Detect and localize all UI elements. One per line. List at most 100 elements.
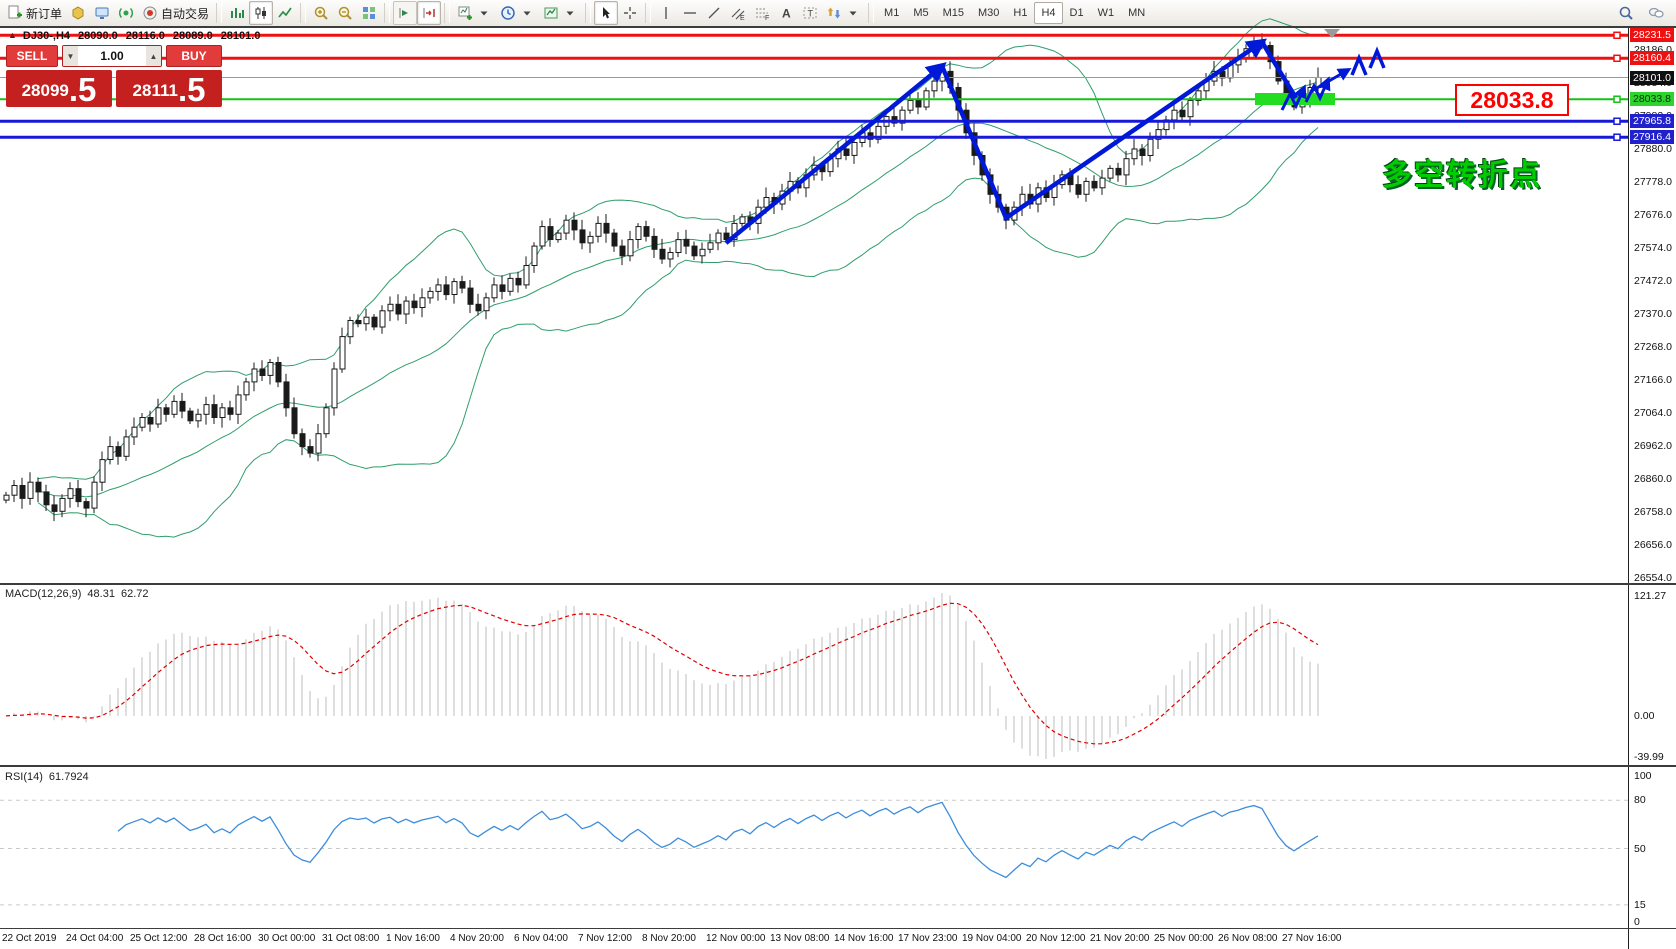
rsi-pane-separator[interactable] [0,765,1676,767]
hline-handle[interactable] [1613,54,1621,63]
text-button[interactable]: A [774,1,798,25]
sell-price[interactable]: 28099.5 [6,70,112,107]
candle [667,252,674,260]
time-tick: 20 Nov 12:00 [1026,933,1086,944]
sell-button[interactable]: SELL [6,45,58,67]
channel-button[interactable]: E [726,1,750,25]
vertical-line-button[interactable] [654,1,678,25]
new-order-button-label: 新订单 [26,6,63,21]
timeframe-m30-button[interactable]: M30 [978,7,1000,19]
hline-handle[interactable] [1613,117,1621,125]
ohlc-high: 28116.0 [125,30,165,42]
candle [171,400,178,415]
timeframe-m1-button[interactable]: M1 [884,7,900,19]
hand-drawn-arrow-2[interactable] [1304,76,1331,103]
candle-chart-button[interactable] [249,1,274,25]
svg-text:T: T [808,9,814,19]
candle [931,80,938,92]
zigzag-leg-up-1[interactable] [724,62,947,245]
new-chart-button[interactable] [453,1,496,25]
line-chart-button[interactable] [273,1,297,25]
indicators-button[interactable] [539,1,582,25]
hline-handle[interactable] [1613,95,1621,103]
chat-button[interactable] [1644,1,1668,25]
zoom-out-button[interactable] [333,1,357,25]
price-tick: 27676.0 [1634,209,1672,221]
auto-scroll-button[interactable] [393,1,418,25]
object-anchor-marker[interactable] [1324,29,1340,38]
macd-pane-separator[interactable] [0,583,1676,585]
hline-handle[interactable] [1613,31,1621,40]
timeframe-m15-button[interactable]: M15 [942,7,964,19]
horizontal-line-button[interactable] [678,1,702,25]
candle [467,287,474,305]
trendline-button[interactable] [702,1,726,25]
profiles-button[interactable] [496,1,539,25]
volume-input[interactable] [78,46,146,66]
tile-windows-icon [361,5,377,21]
crosshair-icon [622,5,638,21]
chevron-down-icon[interactable] [562,5,578,21]
candle [147,417,154,425]
metaeditor-button[interactable] [66,1,90,25]
zoom-in-button[interactable] [309,1,333,25]
candle [67,488,74,499]
candle [259,368,266,376]
tile-windows-button[interactable] [357,1,381,25]
bar-chart-button[interactable] [225,1,249,25]
time-axis[interactable]: 22 Oct 2019 24 Oct 04:00 25 Oct 12:00 28 Oc… [0,930,1628,949]
ohlc-low: 28089.0 [172,30,213,42]
volume-stepper: ▼ ▲ [62,45,162,67]
zigzag-leg-2[interactable] [939,38,1268,222]
volume-increase-button[interactable]: ▲ [146,46,161,66]
timeframe-mn-button[interactable]: MN [1128,7,1146,19]
volume-decrease-button[interactable]: ▼ [63,46,78,66]
candle [195,413,202,422]
label-button[interactable]: T [798,1,822,25]
candle [75,488,82,503]
time-tick: 13 Nov 08:00 [770,933,830,944]
fibonacci-button[interactable]: F [750,1,774,25]
buy-button[interactable]: BUY [166,45,222,67]
bollinger-lower [37,127,1319,538]
hline-handle[interactable] [1613,133,1621,141]
candle [1099,177,1106,189]
hand-drawn-arrow-3[interactable] [1309,67,1352,94]
candle [371,316,378,328]
new-order-icon [7,5,23,21]
signals-button[interactable] [114,1,138,25]
chevron-down-icon[interactable] [845,5,861,21]
market-watch-button[interactable] [90,1,114,25]
cursor-button[interactable] [594,1,619,25]
candle [315,433,322,454]
search-button[interactable] [1614,1,1638,25]
timeframe-d1-button[interactable]: D1 [1069,7,1084,19]
candle [83,501,90,509]
chevron-down-icon[interactable] [476,5,492,21]
caret-mark-2[interactable] [1368,46,1386,69]
crosshair-button[interactable] [618,1,642,25]
shapes-button[interactable] [822,1,865,25]
time-tick: 28 Oct 16:00 [194,933,252,944]
macd-axis-zero: 0.00 [1634,709,1655,722]
price-axis[interactable]: 28186.028084.027982.027880.027778.027676… [1628,26,1676,949]
hand-drawn-arrow-1[interactable] [1280,84,1307,111]
chart-shift-button[interactable] [417,1,442,25]
autotrading-button[interactable]: 自动交易 [138,1,213,25]
zigzag-leg-down[interactable] [1260,40,1298,100]
one-click-trading-panel: SELL ▼ ▲ BUY 28099.5 28111.5 [6,45,222,107]
timeframe-w1-button[interactable]: W1 [1097,7,1115,19]
timeframe-m5-button[interactable]: M5 [913,7,929,19]
caret-mark-1[interactable] [1350,53,1368,76]
buy-price[interactable]: 28111.5 [116,70,222,107]
timeframe-h1-button[interactable]: H1 [1013,7,1028,19]
candle [699,248,706,257]
candle [59,497,66,512]
timeframe-h4-button[interactable]: H4 [1034,2,1063,24]
candle [27,481,34,499]
price-callout-box[interactable]: 28033.8 [1455,84,1569,116]
candle [587,235,594,244]
new-order-button[interactable]: 新订单 [3,1,66,25]
chevron-down-icon[interactable] [519,5,535,21]
